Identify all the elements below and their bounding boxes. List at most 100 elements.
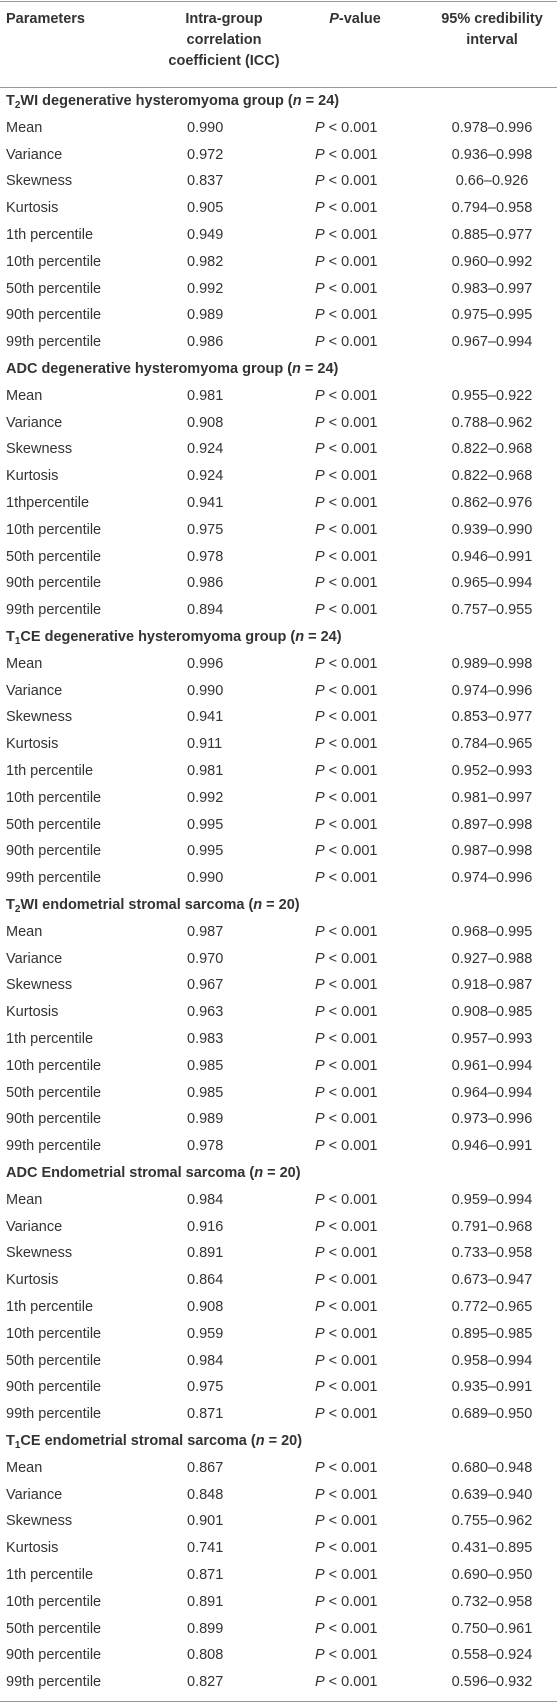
ci-cell: 0.558–0.924 xyxy=(451,1647,533,1664)
parameter-cell: 10th percentile xyxy=(6,789,102,806)
ci-cell: 0.978–0.996 xyxy=(451,119,533,136)
icc-cell: 0.941 xyxy=(187,709,224,726)
p-text: < 0.001 xyxy=(328,1593,378,1610)
parameter-cell: Skewness xyxy=(6,173,73,190)
parameter-cell: Mean xyxy=(6,655,43,672)
ci-cell: 0.959–0.994 xyxy=(451,1191,533,1208)
icc-cell: 0.837 xyxy=(187,173,224,190)
parameter-cell: 90th percentile xyxy=(6,307,102,324)
parameter-cell: Kurtosis xyxy=(6,200,59,217)
group-title-part: = 24) xyxy=(300,361,339,377)
p-text: < 0.001 xyxy=(328,1459,378,1476)
icc-cell: 0.996 xyxy=(187,655,224,672)
group-title-part: T xyxy=(6,93,15,109)
p-value-cell: P < 0.001 xyxy=(315,1026,377,1053)
p-symbol: P xyxy=(315,1138,325,1155)
group-title-part: = 24) xyxy=(301,93,340,109)
p-value-cell: P < 0.001 xyxy=(315,651,377,678)
p-value-cell: P < 0.001 xyxy=(315,195,377,222)
p-symbol: P xyxy=(315,200,325,217)
p-value-cell: P < 0.001 xyxy=(315,1133,377,1160)
group-title: T2WI degenerative hysteromyoma group (n … xyxy=(6,88,339,115)
p-text: < 0.001 xyxy=(328,1379,378,1396)
header-cell: 95% credibility interval xyxy=(441,11,543,48)
header-cell: Parameters xyxy=(6,11,85,27)
p-symbol: P xyxy=(315,602,325,619)
ci-cell: 0.981–0.997 xyxy=(451,789,533,806)
icc-cell: 0.978 xyxy=(187,548,224,565)
ci-cell: 0.983–0.997 xyxy=(451,280,533,297)
header-rule xyxy=(0,87,557,88)
p-symbol: P xyxy=(315,1272,325,1289)
group-title-part: = 20) xyxy=(264,1433,303,1449)
p-symbol: P xyxy=(315,495,325,511)
group-title-part: n xyxy=(253,897,263,913)
ci-cell: 0.822–0.968 xyxy=(451,441,533,458)
parameter-cell: 50th percentile xyxy=(6,1352,102,1369)
p-text: < 0.001 xyxy=(328,521,378,538)
p-text: < 0.001 xyxy=(328,1540,378,1557)
group-title-part: n xyxy=(254,1165,264,1181)
p-text: < 0.001 xyxy=(328,227,378,243)
p-symbol: P xyxy=(315,414,325,431)
p-symbol: P xyxy=(315,950,325,967)
p-value-cell: P < 0.001 xyxy=(315,678,377,705)
ci-cell: 0.975–0.995 xyxy=(451,307,533,324)
ci-cell: 0.885–0.977 xyxy=(451,227,533,243)
p-value-cell: P < 0.001 xyxy=(315,383,377,410)
parameter-cell: Kurtosis xyxy=(6,1004,59,1021)
icc-cell: 0.985 xyxy=(187,1057,224,1074)
p-value-cell: P < 0.001 xyxy=(315,142,377,169)
parameter-cell: Skewness xyxy=(6,1245,73,1262)
p-value-cell: P < 0.001 xyxy=(315,1106,377,1133)
ci-cell: 0.974–0.996 xyxy=(451,870,533,887)
parameter-cell: 1th percentile xyxy=(6,1031,94,1047)
group-title-part: = 24) xyxy=(304,629,342,645)
icc-cell: 0.986 xyxy=(187,575,224,592)
group-title-part: CE degenerative hysteromyoma group ( xyxy=(20,629,296,645)
p-text: < 0.001 xyxy=(328,414,378,431)
p-text: < 0.001 xyxy=(328,1486,378,1503)
p-value-cell: P < 0.001 xyxy=(315,838,377,865)
group-title-part: n xyxy=(292,93,302,109)
icc-cell: 0.894 xyxy=(187,602,224,619)
p-value-cell: P < 0.001 xyxy=(315,758,377,785)
icc-cell: 0.992 xyxy=(187,789,224,806)
p-value-cell: P < 0.001 xyxy=(315,597,377,624)
ci-cell: 0.680–0.948 xyxy=(451,1459,533,1476)
group-title-part: = 20) xyxy=(262,897,300,913)
icc-cell: 0.916 xyxy=(187,1218,224,1235)
p-symbol: P xyxy=(315,173,325,190)
parameter-cell: 90th percentile xyxy=(6,1647,102,1664)
icc-cell: 0.984 xyxy=(187,1191,224,1208)
parameter-cell: Mean xyxy=(6,1191,43,1208)
ci-cell: 0.952–0.993 xyxy=(451,763,533,779)
group-title-part: 2 xyxy=(14,100,21,111)
p-symbol: P xyxy=(315,1459,325,1476)
icc-cell: 0.992 xyxy=(187,280,224,297)
parameter-cell: Kurtosis xyxy=(6,736,59,753)
group-title-part: T xyxy=(6,629,15,645)
group-title-part: T xyxy=(6,1433,15,1449)
p-symbol: P xyxy=(315,1218,325,1235)
p-value-cell: P < 0.001 xyxy=(315,1294,377,1321)
p-text: < 0.001 xyxy=(328,763,378,779)
p-value-cell: P < 0.001 xyxy=(315,999,377,1026)
p-symbol: P xyxy=(315,521,325,538)
ci-cell: 0.862–0.976 xyxy=(451,495,533,511)
parameter-cell: 1th percentile xyxy=(6,1299,94,1315)
p-value-cell: P < 0.001 xyxy=(315,704,377,731)
ci-cell: 0.690–0.950 xyxy=(451,1567,533,1583)
parameter-cell: 1thpercentile xyxy=(6,495,90,511)
p-symbol: P xyxy=(315,1406,325,1423)
p-value-cell: P < 0.001 xyxy=(315,302,377,329)
ci-cell: 0.946–0.991 xyxy=(451,548,533,565)
parameter-cell: Kurtosis xyxy=(6,1540,59,1557)
p-text: < 0.001 xyxy=(328,334,378,351)
group-title: ADC Endometrial stromal sarcoma (n = 20) xyxy=(6,1160,301,1187)
top-rule xyxy=(0,1,557,2)
group-title-part: ADC Endometrial stromal sarcoma ( xyxy=(6,1165,255,1181)
parameter-cell: Mean xyxy=(6,1459,43,1476)
icc-cell: 0.983 xyxy=(187,1031,224,1047)
